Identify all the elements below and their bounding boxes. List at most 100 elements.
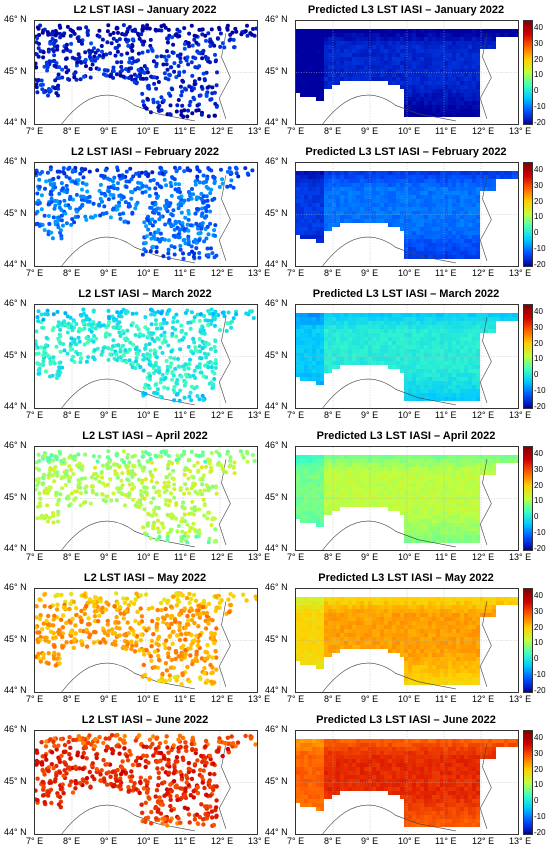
l3-pixel (452, 345, 456, 349)
l3-pixel (472, 215, 476, 219)
l2-observation-dot (210, 369, 215, 374)
adriatic-coastline (218, 33, 231, 119)
l2-observation-dot (172, 227, 177, 232)
l3-pixel (412, 373, 416, 377)
l3-pixel (420, 353, 424, 357)
l3-pixel (408, 321, 412, 325)
l3-pixel (336, 37, 340, 41)
l3-pixel (340, 353, 344, 357)
l2-observation-dot (194, 384, 199, 389)
l2-observation-dot (155, 100, 160, 105)
l3-pixel (464, 337, 468, 341)
l2-observation-dot (155, 206, 160, 211)
l3-pixel (384, 175, 388, 179)
l3-pixel (468, 373, 472, 377)
l3-pixel (392, 73, 396, 77)
l3-pixel (440, 251, 444, 255)
l2-observation-dot (180, 224, 185, 229)
l2-observation-dot (175, 453, 180, 458)
l3-pixel (472, 191, 476, 195)
l3-pixel (456, 69, 460, 73)
l3-pixel (324, 73, 328, 77)
l2-observation-dot (35, 478, 39, 483)
l2-observation-dot (209, 451, 214, 455)
l2-observation-dot (179, 323, 184, 328)
l2-observation-dot (167, 112, 172, 117)
l3-pixel (380, 191, 384, 195)
l3-pixel (472, 89, 476, 93)
l3-pixel (384, 183, 388, 187)
l3-pixel (444, 381, 448, 385)
l2-observation-dot (75, 36, 80, 41)
l2-observation-dot (141, 353, 146, 357)
l2-observation-dot (106, 357, 111, 362)
l2-observation-dot (121, 74, 126, 79)
l3-pixel (360, 29, 364, 33)
l2-observation-dot (203, 54, 208, 59)
l3-pixel (436, 105, 440, 109)
l2-observation-dot (80, 467, 84, 472)
l3-pixel (332, 45, 336, 49)
l3-pixel (348, 45, 352, 49)
l3-pixel (304, 207, 308, 211)
l2-observation-dot (231, 465, 236, 469)
l3-pixel (444, 183, 448, 187)
l3-pixel (400, 313, 404, 317)
l3-pixel (376, 337, 380, 341)
l3-pixel (500, 317, 504, 321)
l3-pixel (380, 37, 384, 41)
l2-observation-dot (233, 26, 238, 31)
l2-observation-dot (130, 210, 135, 215)
l3-pixel (404, 61, 408, 65)
l2-lon-label: 8° E (63, 126, 81, 136)
l2-observation-dot (228, 321, 233, 325)
l3-pixel (356, 341, 360, 345)
l3-pixel (368, 215, 372, 219)
l3-pixel (452, 89, 456, 93)
l3-pixel (316, 203, 320, 207)
l3-pixel (396, 171, 400, 175)
l3-pixel (296, 325, 300, 329)
l3-pixel (452, 65, 456, 69)
l2-observation-dot (162, 177, 167, 182)
l3-pixel (332, 195, 336, 199)
l3-pixel (332, 37, 336, 41)
l3-pixel (444, 227, 448, 231)
l2-observation-dot (213, 339, 218, 344)
l3-pixel (472, 385, 476, 389)
l3-pixel (340, 329, 344, 333)
l2-observation-dot (42, 27, 47, 32)
l3-pixel (444, 57, 448, 61)
l3-pixel (312, 333, 316, 337)
l2-observation-dot (212, 228, 217, 233)
l2-observation-dot (163, 222, 168, 227)
l2-observation-dot (214, 253, 219, 258)
l3-pixel (456, 45, 460, 49)
l2-observation-dot (209, 322, 213, 327)
l3-pixel (320, 337, 324, 341)
l2-observation-dot (152, 351, 157, 356)
l3-pixel (368, 459, 372, 463)
l2-observation-dot (153, 27, 158, 32)
l3-pixel (420, 203, 424, 207)
l2-observation-dot (154, 245, 159, 250)
l2-observation-dot (57, 76, 62, 81)
l3-pixel (324, 455, 328, 459)
l3-pixel (440, 171, 444, 175)
l3-pixel (436, 333, 440, 337)
l2-observation-dot (69, 41, 74, 46)
l3-pixel (372, 69, 376, 73)
l2-observation-dot (183, 311, 188, 315)
l3-pixel (472, 53, 476, 57)
l3-pixel (448, 109, 452, 113)
l2-observation-dot (167, 72, 172, 77)
l3-pixel (372, 207, 376, 211)
l3-pixel (444, 215, 448, 219)
l3-pixel (412, 29, 416, 33)
l2-observation-dot (127, 204, 132, 209)
l2-observation-dot (204, 209, 209, 214)
l3-pixel (340, 179, 344, 183)
l3-pixel (320, 219, 324, 223)
l3-pixel (424, 349, 428, 353)
l3-pixel (456, 321, 460, 325)
